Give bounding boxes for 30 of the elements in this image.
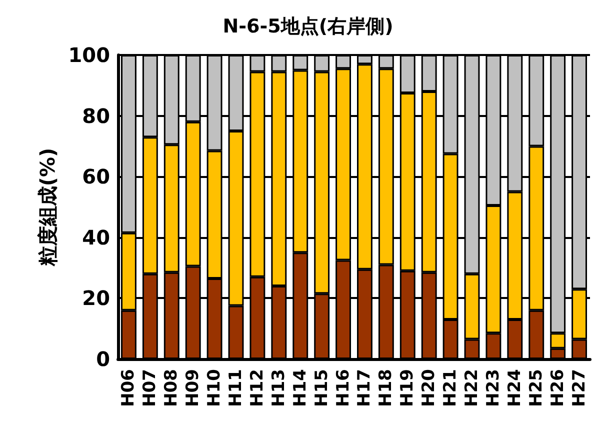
y-tick-label: 40 <box>82 225 110 250</box>
x-tick-label: H13 <box>268 369 289 407</box>
x-tick-label: H16 <box>333 369 354 407</box>
x-tick-label: H09 <box>183 369 204 407</box>
x-tick-label: H12 <box>247 369 268 407</box>
x-tick-label: H25 <box>526 369 546 407</box>
x-tick-label: H08 <box>162 369 182 407</box>
x-tick-label: H22 <box>462 369 482 407</box>
x-tick-label: H06 <box>118 369 139 407</box>
y-tick-label: 0 <box>96 347 110 371</box>
y-tick-label: 80 <box>82 104 110 128</box>
x-tick-label: H24 <box>504 368 525 407</box>
y-tick-label: 20 <box>82 286 110 310</box>
x-tick-label: H11 <box>226 369 246 407</box>
x-tick-label: H23 <box>483 369 504 407</box>
chart-title: N-6-5地点(右岸側) <box>222 16 394 38</box>
x-tick-label: H07 <box>140 369 160 407</box>
x-tick-label: H26 <box>548 369 568 407</box>
x-tick-label: H18 <box>376 369 396 407</box>
y-axis-title: 粒度組成(%) <box>35 148 60 268</box>
y-tick-label: 60 <box>82 164 110 189</box>
x-tick-label: H27 <box>569 369 590 407</box>
x-tick-label: H10 <box>204 368 225 407</box>
x-tick-label: H19 <box>398 369 418 407</box>
x-tick-label: H20 <box>419 368 440 407</box>
x-tick-label: H17 <box>354 369 375 407</box>
x-tick-label: H21 <box>440 369 461 407</box>
x-tick-label: H14 <box>290 368 310 407</box>
y-tick-label: 100 <box>68 43 110 67</box>
x-tick-label: H15 <box>312 369 332 407</box>
